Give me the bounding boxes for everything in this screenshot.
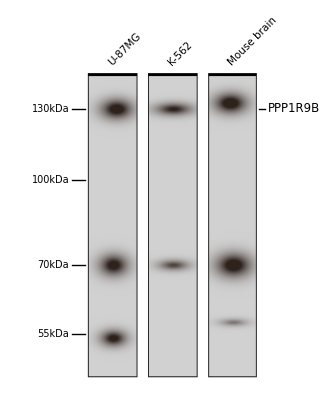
- Text: 130kDa: 130kDa: [32, 104, 69, 114]
- Text: Mouse brain: Mouse brain: [226, 15, 279, 68]
- Text: U-87MG: U-87MG: [106, 31, 143, 68]
- Text: K-562: K-562: [166, 40, 194, 68]
- Text: 55kDa: 55kDa: [37, 328, 69, 338]
- Text: PPP1R9B: PPP1R9B: [268, 102, 320, 115]
- Text: 100kDa: 100kDa: [32, 175, 69, 185]
- Text: 70kDa: 70kDa: [38, 260, 69, 270]
